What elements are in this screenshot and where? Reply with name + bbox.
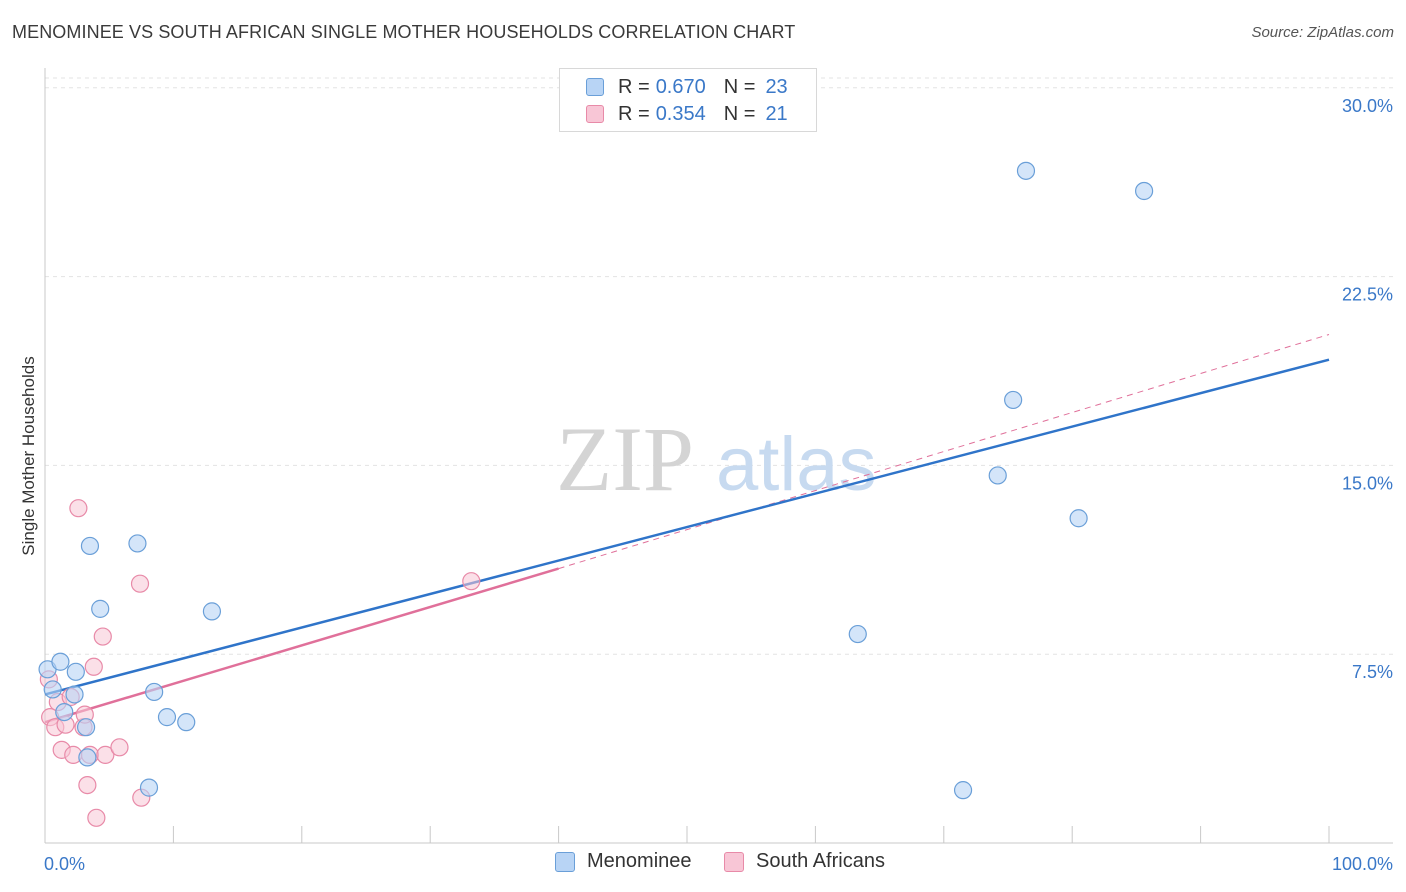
y-tick-label: 22.5% [1342,285,1393,305]
y-axis-label: Single Mother Households [19,356,38,555]
x-tick-label-min: 0.0% [44,854,85,874]
south-africans-point [110,738,129,757]
menominee-point [848,624,867,644]
menominee-point [43,680,62,699]
legend-r-value: 0.354 [655,102,706,125]
chart-title: MENOMINEE VS SOUTH AFRICAN SINGLE MOTHER… [12,22,796,42]
source-credit: Source: ZipAtlas.com [1251,24,1394,41]
menominee-point [953,781,973,800]
y-tick-label: 7.5% [1352,662,1393,682]
legend-n-value: 23 [765,75,788,98]
y-tick-labels: 7.5% 15.0% 22.5% 30.0% [1342,96,1393,682]
south-africans-point [84,657,103,676]
correlation-legend: R = 0.670 N = 23 R = 0.354 N = 21 [559,68,817,132]
menominee-point [78,748,97,767]
bottom-legend-label: South Africans [756,850,885,872]
menominee-point [91,599,110,618]
menominee-point [128,534,147,553]
watermark: ZIP atlas [556,408,877,510]
south-africans-point [87,808,106,827]
menominee-point [51,652,70,671]
y-tick-label: 15.0% [1342,473,1393,493]
menominee-point [157,708,177,727]
menominee-trend-line [44,358,1330,696]
menominee-point [1069,509,1088,528]
watermark-zip: ZIP [556,408,694,510]
menominee-point [1135,181,1154,201]
watermark-atlas: atlas [716,422,877,507]
south-africans-trend-extension [558,333,1330,570]
menominee-point [202,602,222,621]
legend-row-south-africans: R = 0.354 N = 21 [586,101,788,127]
bottom-legend-menominee: Menominee [555,850,692,873]
south-africans-point [462,572,481,591]
menominee-point [55,702,74,722]
y-tick-label: 30.0% [1342,96,1393,116]
menominee-point [66,662,85,681]
menominee-point [1016,161,1036,180]
south-africans-trend-line [44,567,559,724]
south-africans-point [96,745,115,764]
x-ticks [44,826,1330,843]
menominee-point [988,466,1007,485]
gridlines [45,77,1393,655]
bottom-legend-swatch-pink [724,851,744,872]
legend-r-label: R = [618,75,650,98]
menominee-point [139,778,159,797]
south-africans-point [130,574,150,593]
legend-swatch-pink [586,105,604,123]
legend-n-value: 21 [765,102,788,125]
menominee-point [80,536,100,556]
trend-lines [44,333,1330,724]
south-africans-point [93,627,112,646]
bottom-legend-label: Menominee [587,850,692,872]
south-africans-point [78,775,97,795]
legend-row-menominee: R = 0.670 N = 23 [586,74,788,100]
menominee-point [76,718,96,737]
legend-n-label: N = [723,102,756,125]
south-africans-point [69,499,88,518]
menominee-point [65,685,84,704]
legend-r-value: 0.670 [655,75,706,98]
legend-n-label: N = [723,75,756,98]
bottom-legend-swatch-blue [555,851,575,872]
legend-swatch-blue [586,78,604,96]
bottom-legend-south-africans: South Africans [724,850,885,873]
menominee-point [1004,390,1023,410]
x-tick-label-max: 100.0% [1332,854,1393,874]
legend-r-label: R = [618,102,650,125]
menominee-point [145,682,164,702]
menominee-point [177,713,196,732]
data-points [38,161,1154,827]
